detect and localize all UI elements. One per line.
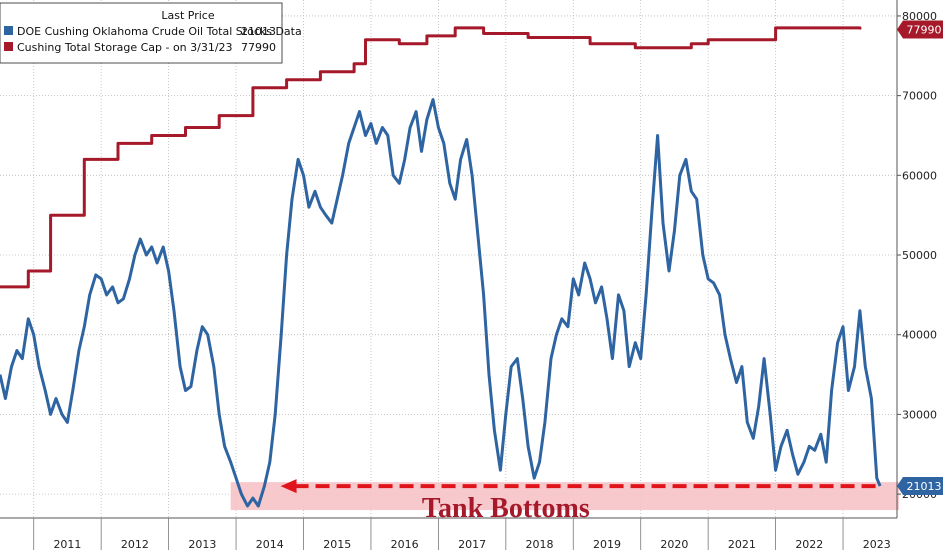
x-axis: 2011 2012 2013 2014 2015 2016 2017 2018 2019 2020… xyxy=(0,517,897,550)
end-label-1: 77990 xyxy=(907,23,942,36)
tank-bottoms-arrow-head xyxy=(280,479,297,494)
y-tick-label-50000: 50000 xyxy=(902,249,937,262)
series-line-0 xyxy=(0,98,882,508)
series-layer xyxy=(0,26,882,508)
legend-label-stocks: DOE Cushing Oklahoma Crude Oil Total Sto… xyxy=(17,25,302,38)
y-tick-label-40000: 40000 xyxy=(902,329,937,342)
grid xyxy=(0,0,897,518)
x-tick-label-2023: 2023 xyxy=(863,538,891,550)
x-tick-label-2021: 2021 xyxy=(728,538,756,550)
legend-value-stocks: 21013 xyxy=(241,25,276,38)
x-tick-label-2016: 2016 xyxy=(391,538,419,550)
y-axis: 20000300004000050000600007000080000 xyxy=(896,0,937,518)
series-line-1 xyxy=(0,26,862,289)
x-tick-label-2022: 2022 xyxy=(795,538,823,550)
legend-box xyxy=(0,2,283,64)
x-tick-label-2017: 2017 xyxy=(458,538,486,550)
legend-value-capacity: 77990 xyxy=(241,41,276,54)
y-tick-label-60000: 60000 xyxy=(902,169,937,182)
x-tick-label-2018: 2018 xyxy=(526,538,554,550)
x-tick-label-2014: 2014 xyxy=(256,538,284,550)
x-tick-label-2012: 2012 xyxy=(121,538,149,550)
x-tick-label-2019: 2019 xyxy=(593,538,621,550)
tank-bottoms-arrow xyxy=(280,479,881,494)
end-label-bg-1 xyxy=(897,20,943,39)
legend-swatch-stocks xyxy=(4,26,13,35)
end-label-0: 21013 xyxy=(907,480,942,493)
end-labels: 21013 77990 xyxy=(897,20,943,496)
end-label-bg-0 xyxy=(897,477,943,496)
legend-swatch-capacity xyxy=(4,42,13,51)
x-tick-label-2011: 2011 xyxy=(53,538,81,550)
legend-label-capacity: Cushing Total Storage Cap - on 3/31/23 xyxy=(17,41,233,54)
legend: Last Price DOE Cushing Oklahoma Crude Oi… xyxy=(0,2,302,64)
y-tick-label-80000: 80000 xyxy=(902,10,937,23)
legend-header: Last Price xyxy=(161,9,214,22)
x-tick-label-2020: 2020 xyxy=(660,538,688,550)
x-tick-label-2015: 2015 xyxy=(323,538,351,550)
y-tick-label-70000: 70000 xyxy=(902,90,937,103)
x-tick-label-2013: 2013 xyxy=(188,538,216,550)
y-tick-label-30000: 30000 xyxy=(902,408,937,421)
